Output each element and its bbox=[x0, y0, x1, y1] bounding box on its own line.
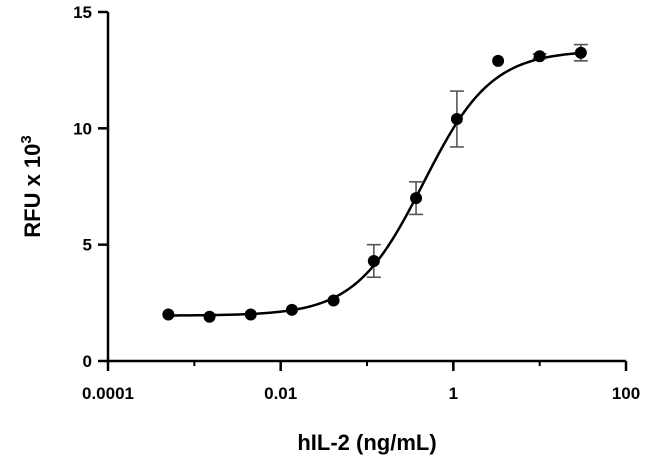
data-point bbox=[285, 303, 298, 316]
x-axis-ticks: 0.0001 0.01 1 100 bbox=[82, 361, 640, 403]
x-tick-label: 100 bbox=[612, 384, 640, 403]
x-tick-label: 0.0001 bbox=[82, 384, 134, 403]
data-point bbox=[492, 54, 505, 67]
y-tick-label: 10 bbox=[73, 119, 92, 138]
y-axis-title: RFU x 103 bbox=[18, 135, 45, 238]
y-tick-label: 0 bbox=[83, 352, 92, 371]
y-axis-title-exponent: 3 bbox=[18, 135, 35, 143]
data-point bbox=[162, 308, 175, 321]
data-point bbox=[533, 50, 546, 63]
data-point bbox=[244, 308, 257, 321]
y-tick-label: 5 bbox=[83, 236, 92, 255]
data-point bbox=[203, 310, 216, 323]
data-point bbox=[367, 254, 380, 267]
data-point bbox=[327, 294, 340, 307]
data-point bbox=[574, 46, 587, 59]
plot-area bbox=[162, 43, 588, 323]
y-axis-ticks: 0 5 10 15 bbox=[73, 3, 108, 371]
data-point bbox=[410, 192, 423, 205]
data-point bbox=[450, 113, 463, 126]
y-axis-title-main: RFU x 10 bbox=[20, 144, 45, 238]
x-tick-label: 0.01 bbox=[264, 384, 297, 403]
x-tick-label: 1 bbox=[449, 384, 458, 403]
y-tick-label: 15 bbox=[73, 3, 92, 22]
x-axis-title: hIL-2 (ng/mL) bbox=[297, 430, 436, 455]
